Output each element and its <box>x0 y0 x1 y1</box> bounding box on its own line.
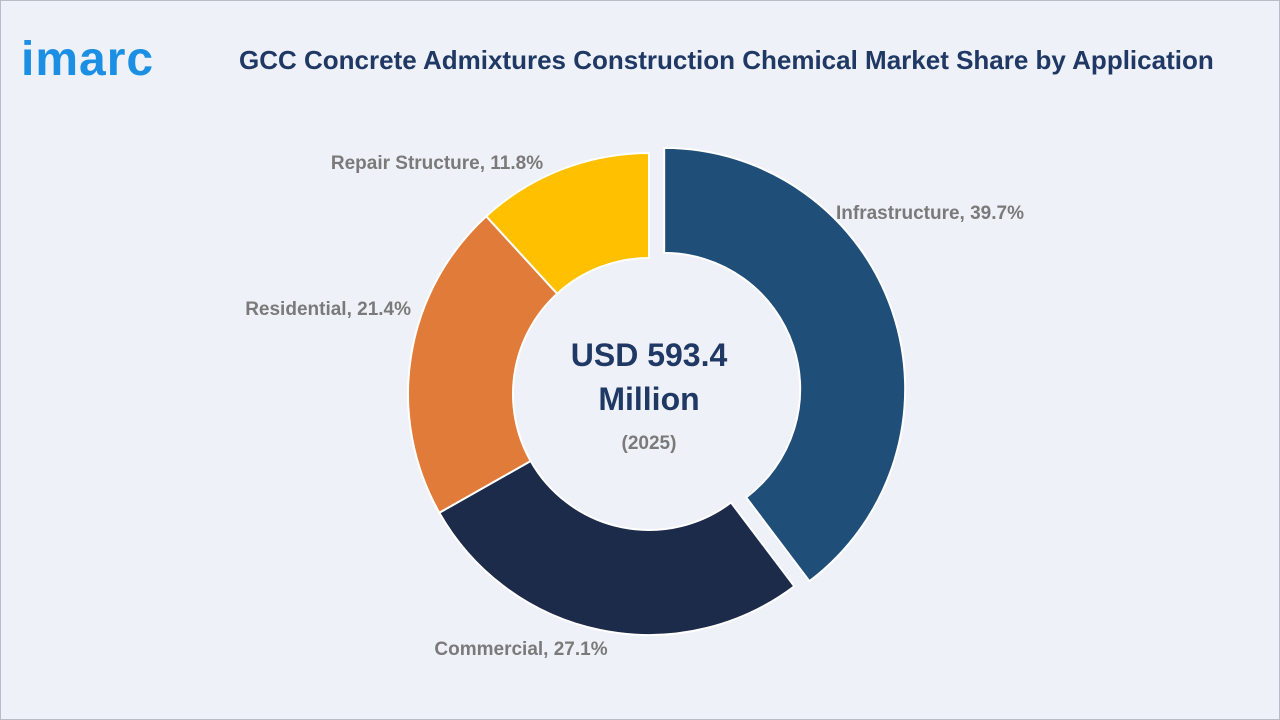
donut-slice-residential <box>407 214 559 515</box>
center-value-line1: USD 593.4 <box>571 337 728 373</box>
slice-label-commercial: Commercial, 27.1% <box>434 639 607 660</box>
donut-slice-commercial <box>437 459 796 636</box>
center-year: (2025) <box>622 433 677 454</box>
donut-slice-infrastructure <box>663 146 907 583</box>
center-value-line2: Million <box>598 381 699 417</box>
slice-label-repair-structure: Repair Structure, 11.8% <box>331 153 543 174</box>
chart-title: GCC Concrete Admixtures Construction Che… <box>239 45 1214 75</box>
imarc-logo: imarc <box>21 35 154 83</box>
logo-text: imarc <box>21 35 154 83</box>
slice-label-infrastructure: Infrastructure, 39.7% <box>836 203 1024 224</box>
slice-label-residential: Residential, 21.4% <box>245 299 411 320</box>
donut-slice-repair-structure <box>484 151 650 296</box>
